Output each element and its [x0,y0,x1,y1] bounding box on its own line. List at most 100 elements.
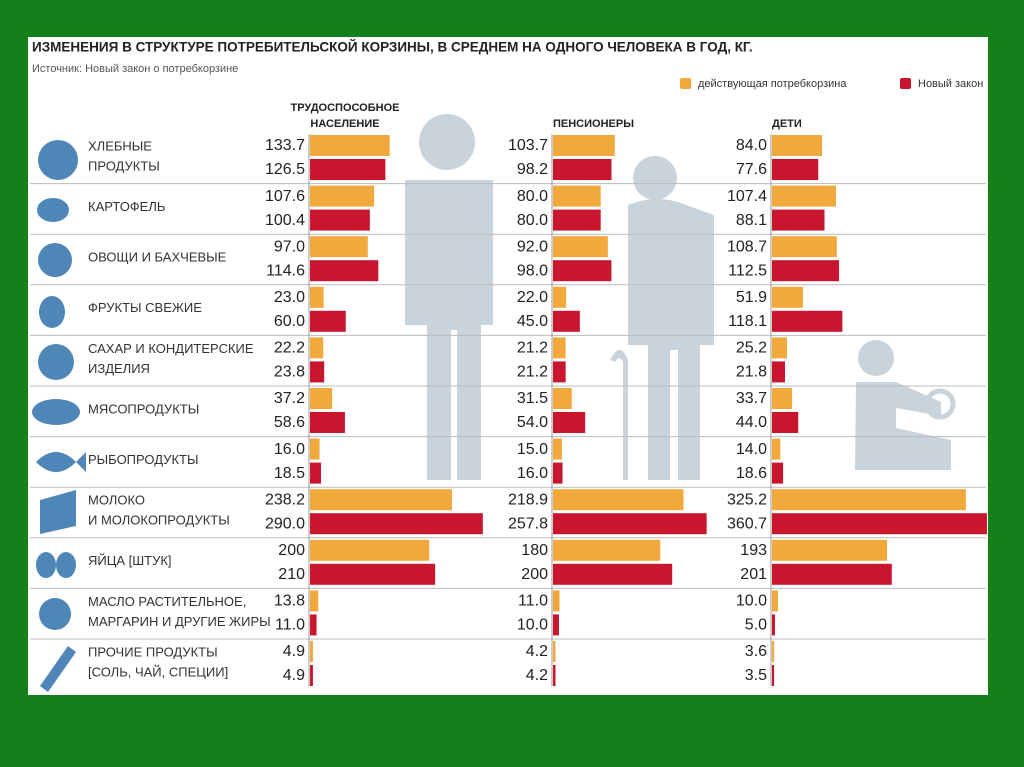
bar [772,513,987,535]
bar [310,159,386,180]
value-label: 3.6 [745,643,767,660]
silhouettes [405,114,956,480]
value-label: 18.6 [736,465,767,482]
value-label: 14.0 [736,441,767,458]
category-label: МАРГАРИН И ДРУГИЕ ЖИРЫ [88,614,271,629]
value-label: 25.2 [736,340,767,357]
bar [772,260,840,282]
value-label: 54.0 [517,414,548,431]
value-label: 77.6 [736,161,767,178]
category-label: [СОЛЬ, ЧАЙ, СПЕЦИИ] [88,664,228,679]
bar [310,361,325,383]
bar [553,236,608,258]
bar [772,489,966,511]
bar [553,563,673,585]
bar [310,260,379,282]
value-label: 58.6 [274,414,305,431]
bar [310,209,370,231]
bar [310,539,430,561]
value-label: 126.5 [265,161,305,178]
value-label: 37.2 [274,390,305,407]
value-label: 118.1 [728,313,767,330]
value-label: 4.9 [283,643,305,660]
value-label: 200 [521,566,548,583]
category-label: РЫБОПРОДУКТЫ [88,452,198,467]
bar [553,286,567,308]
value-label: 21.8 [736,364,767,381]
legend-label: Новый закон [918,78,983,90]
bar [772,614,775,636]
value-label: 80.0 [517,212,548,229]
bar [310,489,452,511]
panel-title: ТРУДОСПОСОБНОЕ [291,102,400,114]
value-label: 21.2 [517,364,548,381]
category-label: МАСЛО РАСТИТЕЛЬНОЕ, [88,594,246,609]
value-label: 60.0 [274,313,305,330]
bar [310,236,368,258]
panel-title: НАСЕЛЕНИЕ [310,118,379,130]
value-label: 88.1 [736,212,767,229]
category-label: ХЛЕБНЫЕ [88,138,152,153]
bar [772,438,781,460]
panel-title: ПЕНСИОНЕРЫ [553,118,634,130]
value-label: 238.2 [265,491,305,508]
bar [553,412,586,433]
category-label: ЯЙЦА [ШТУК] [88,553,172,568]
bar [553,665,556,686]
value-label: 98.2 [517,161,548,178]
value-label: 257.8 [508,515,548,532]
value-label: 112.5 [728,262,767,279]
category-icons [32,140,86,692]
bar [772,337,788,359]
value-label: 23.8 [274,364,305,381]
value-label: 108.7 [727,238,767,255]
value-label: 80.0 [517,188,548,205]
category-label: ПРОЧИЕ ПРОДУКТЫ [88,644,218,659]
bar [553,489,684,511]
value-label: 5.0 [745,617,767,634]
value-label: 11.0 [275,617,305,634]
value-label: 31.5 [517,390,548,407]
bar [310,513,483,535]
bar [310,310,346,332]
bar [310,135,390,156]
value-label: 103.7 [508,137,548,154]
value-label: 51.9 [736,289,767,306]
chart-title: ИЗМЕНЕНИЯ В СТРУКТУРЕ ПОТРЕБИТЕЛЬСКОЙ КО… [32,40,753,55]
value-label: 10.0 [736,593,767,610]
value-label: 15.0 [517,441,548,458]
category-label: ИЗДЕЛИЯ [88,361,150,376]
bar [310,462,322,484]
category-label: ФРУКТЫ СВЕЖИЕ [88,300,202,315]
value-label: 92.0 [517,238,548,255]
value-label: 100.4 [265,212,305,229]
bar [310,438,320,460]
legend-swatch [680,78,691,89]
category-label: КАРТОФЕЛЬ [88,199,165,214]
bar [310,286,324,308]
bar [553,614,559,636]
bar [553,337,566,359]
value-label: 210 [278,566,305,583]
value-label: 360.7 [727,515,767,532]
value-label: 33.7 [736,390,767,407]
value-label: 193 [740,542,767,559]
bar [310,412,345,433]
value-label: 4.2 [526,667,548,684]
bar [772,236,837,258]
bar [772,209,825,231]
category-label: И МОЛОКОПРОДУКТЫ [88,513,230,528]
legend-label: действующая потребкорзина [698,78,847,90]
bar [772,135,823,156]
bar [772,159,819,180]
bar [772,462,784,484]
bar [553,539,661,561]
bar [553,310,580,332]
bar [772,641,775,662]
bar [553,135,615,156]
chart-subtitle: Источник: Новый закон о потребкорзине [32,63,238,75]
value-label: 107.6 [265,188,305,205]
bar [310,590,319,612]
value-label: 107.4 [727,188,767,205]
